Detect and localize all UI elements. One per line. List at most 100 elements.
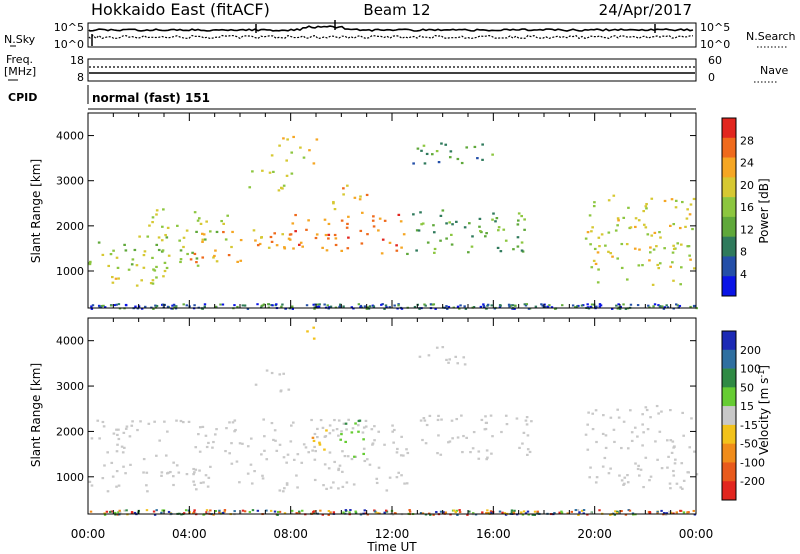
echo-cell — [162, 208, 165, 211]
echo-cell — [222, 222, 225, 225]
echo-cell — [332, 511, 336, 514]
echo-cell — [195, 257, 199, 260]
echo-cell — [365, 458, 369, 461]
echo-cell — [620, 242, 624, 246]
echo-cell — [628, 509, 632, 512]
echo-cell — [418, 355, 422, 358]
echo-cell — [342, 193, 345, 196]
echo-cell — [650, 234, 654, 237]
echo-cell — [174, 306, 178, 309]
echo-cell — [458, 511, 462, 514]
echo-cell — [364, 512, 367, 515]
echo-cell — [421, 222, 425, 225]
echo-cell — [456, 157, 460, 161]
echo-cell — [193, 252, 197, 256]
echo-cell — [269, 235, 273, 239]
echo-cell — [483, 306, 486, 309]
echo-cell — [660, 410, 663, 413]
echo-cell — [306, 330, 309, 333]
echo-cell — [435, 346, 439, 349]
echo-cell — [130, 511, 134, 514]
echo-cell — [117, 277, 120, 280]
echo-cell — [164, 454, 168, 457]
echo-cell — [356, 424, 360, 427]
echo-cell — [352, 483, 356, 486]
echo-cell — [647, 304, 650, 307]
echo-cell — [645, 207, 648, 210]
echo-cell — [234, 428, 237, 432]
echo-cell — [664, 513, 668, 516]
echo-cell — [194, 446, 198, 449]
echo-cell — [348, 511, 351, 514]
echo-cell — [592, 259, 596, 262]
echo-cell — [397, 471, 400, 474]
echo-cell — [291, 222, 295, 225]
echo-cell — [294, 230, 297, 233]
echo-cell — [307, 219, 310, 222]
echo-cell — [345, 428, 348, 431]
echo-cell — [90, 307, 94, 310]
echo-cell — [313, 445, 316, 449]
echo-cell — [349, 509, 352, 512]
echo-cell — [241, 304, 245, 307]
echo-cell — [648, 306, 651, 309]
echo-cell — [607, 472, 611, 475]
echo-cell — [591, 412, 595, 415]
echo-cell — [617, 416, 621, 419]
echo-cell — [222, 511, 225, 514]
echo-cell — [316, 427, 319, 431]
echo-cell — [331, 429, 335, 432]
echo-cell — [275, 303, 278, 306]
echo-cell — [524, 419, 528, 422]
echo-cell — [371, 219, 375, 222]
echo-cell — [300, 461, 304, 464]
echo-cell — [672, 469, 675, 473]
echo-cell — [435, 149, 439, 153]
echo-cell — [129, 463, 132, 466]
echo-cell — [595, 476, 599, 479]
echo-cell — [262, 303, 266, 306]
echo-cell — [135, 284, 139, 287]
echo-cell — [512, 248, 515, 251]
echo-cell — [88, 480, 92, 483]
echo-cell — [177, 471, 181, 474]
echo-cell — [574, 509, 578, 512]
echo-cell — [277, 510, 280, 513]
echo-cell — [672, 247, 676, 251]
echo-cell — [447, 441, 450, 444]
echo-cell — [261, 477, 265, 480]
echo-cell — [375, 481, 379, 485]
echo-cell — [441, 346, 445, 349]
echo-cell — [485, 458, 489, 461]
echo-cell — [502, 228, 506, 231]
colorbar-swatch — [722, 387, 736, 407]
echo-cell — [391, 430, 394, 433]
echo-cell — [368, 463, 372, 466]
echo-cell — [445, 237, 448, 240]
echo-cell — [278, 144, 281, 147]
echo-cell — [254, 383, 258, 386]
echo-cell — [440, 142, 443, 145]
echo-cell — [570, 510, 573, 513]
echo-cell — [672, 307, 675, 310]
echo-cell — [281, 303, 284, 306]
echo-cell — [161, 249, 165, 252]
echo-cell — [484, 427, 488, 431]
echo-cell — [241, 509, 245, 512]
echo-cell — [160, 471, 164, 474]
echo-cell — [115, 450, 119, 453]
echo-cell — [187, 420, 191, 423]
power-x-ticks — [87, 113, 697, 308]
echo-cell — [368, 305, 372, 308]
echo-cell — [692, 197, 696, 201]
echo-cell — [203, 303, 207, 306]
echo-cell — [433, 251, 436, 254]
echo-cell — [665, 512, 668, 515]
echo-cell — [679, 509, 682, 512]
echo-cell — [345, 226, 349, 229]
echo-cell — [122, 465, 125, 468]
echo-cell — [265, 458, 269, 461]
echo-cell — [117, 511, 120, 514]
echo-cell — [143, 250, 147, 253]
echo-cell — [682, 434, 685, 437]
